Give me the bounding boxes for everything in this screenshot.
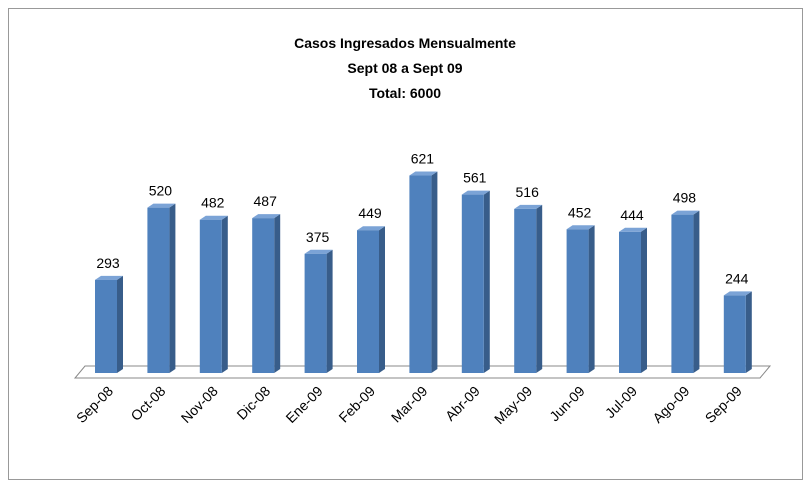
data-label: 244 [725,270,749,286]
bar-group [304,249,333,373]
bar-group [357,226,385,373]
data-label: 293 [96,255,120,271]
data-label: 449 [358,205,382,221]
bar [199,219,222,373]
bar-top [304,249,333,254]
chart-title: Casos Ingresados Mensualmente [294,35,516,51]
data-label: 487 [254,193,278,209]
bar-side [221,215,228,373]
bar-top [461,190,490,195]
bar [671,214,694,373]
bar-side [745,291,752,373]
data-label: 452 [568,204,592,220]
bar [252,218,275,373]
bar [619,231,641,373]
bar [514,208,537,373]
data-label: 482 [201,195,225,211]
bar-group [619,227,647,373]
bar-side [117,275,123,373]
bar-side [693,210,700,373]
bar-top [619,227,647,232]
bar [357,230,379,373]
bar-top [147,203,176,208]
bar-side [431,171,438,373]
bar-top [95,275,123,280]
bar-side [379,226,385,373]
data-label: 516 [516,184,540,200]
bar [566,229,589,373]
bar-top [357,226,385,231]
bar-top [723,291,752,296]
data-label: 444 [620,207,644,223]
bar-top [671,210,700,215]
bar [95,279,117,373]
bar-side [274,214,281,373]
bar-group [514,204,543,373]
bar-side [326,249,333,373]
data-label: 498 [673,190,697,206]
data-label: 520 [149,183,173,199]
bar [147,207,170,373]
bar-side [536,204,543,373]
bar [304,253,327,373]
bar-side [588,225,595,373]
bar-side [641,227,647,373]
bar-top [566,225,595,230]
bar [409,175,432,373]
bar-top [514,204,543,209]
bar-group [95,275,123,373]
bar-group [252,214,281,373]
bar-side [483,190,490,373]
bar-group [723,291,752,373]
bar-group [671,210,700,373]
bar-group [461,190,490,373]
bar-top [252,214,281,219]
data-label: 621 [411,151,435,167]
chart-border [8,8,803,480]
bar-side [169,203,176,373]
chart-subtitle: Total: 6000 [369,85,441,101]
bar [461,194,484,373]
data-label: 375 [306,229,330,245]
bar-group [566,225,595,373]
chart-subtitle: Sept 08 a Sept 09 [347,60,462,76]
bar-top [199,215,228,220]
data-label: 561 [463,170,487,186]
bar-top [409,171,438,176]
bar-group [147,203,176,373]
bar-group [409,171,438,373]
bar [723,295,746,373]
bar-group [199,215,228,373]
